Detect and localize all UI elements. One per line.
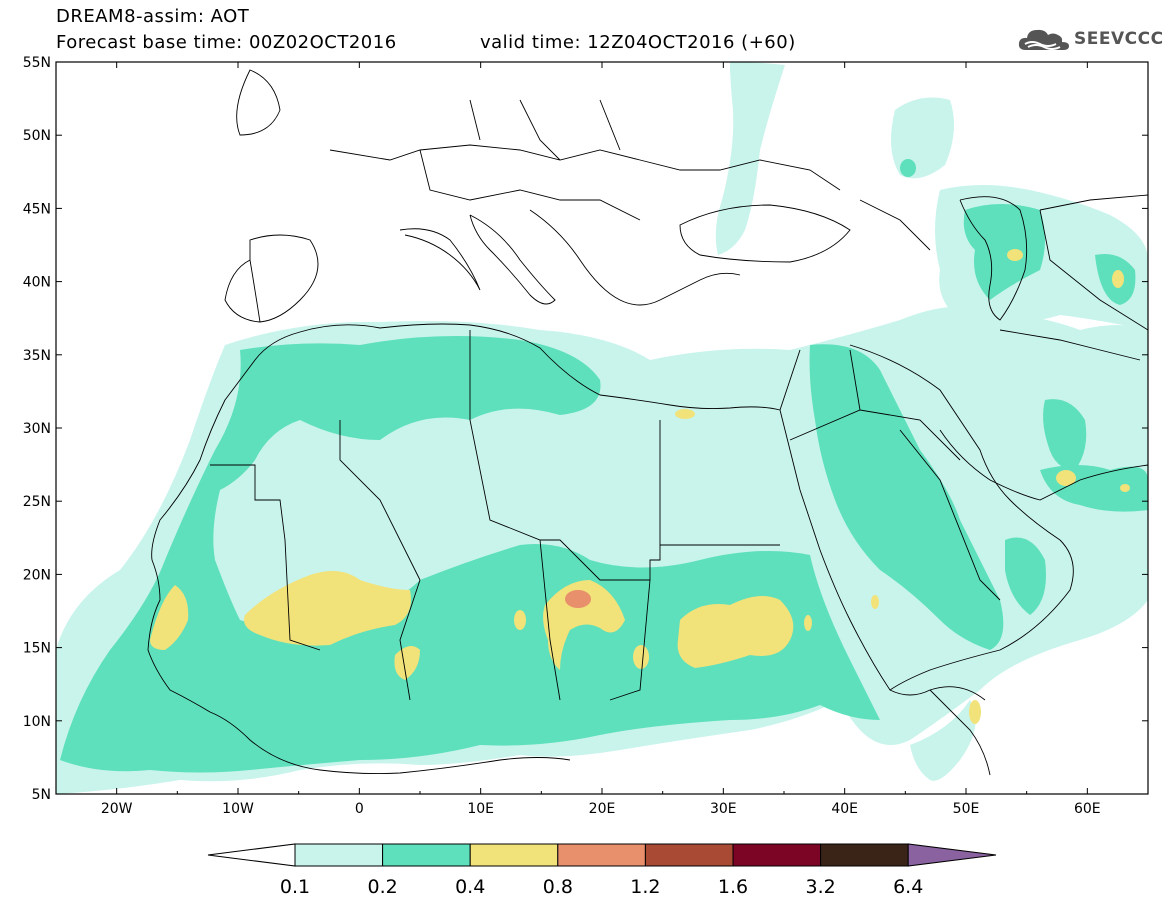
aot-area-0.2-arabia [809, 344, 1004, 650]
aot-fields [56, 62, 1148, 794]
aot-area-0.1-horn [910, 700, 976, 781]
lon-label: 50E [953, 801, 980, 817]
aot-area-0.4-darfur [633, 645, 649, 669]
lat-label: 10N [23, 714, 51, 730]
lat-label: 5N [32, 787, 51, 803]
lat-label: 25N [23, 494, 51, 510]
aot-area-0.4-chad [543, 580, 625, 670]
aot-area-0.4-eritrea [871, 595, 879, 609]
aot-area-0.2-gulf [1043, 399, 1087, 470]
colorbar-segment [732, 843, 822, 867]
lat-label: 55N [23, 55, 51, 71]
coast-black-sea [679, 204, 851, 263]
colorbar-label: 0.8 [543, 876, 573, 898]
lat-label: 35N [23, 348, 51, 364]
colorbar-label: 0.2 [367, 876, 397, 898]
colorbar-segment [644, 843, 734, 867]
lat-label: 45N [23, 201, 51, 217]
coast-caspian [959, 196, 1028, 321]
aot-area-0.1-plume [715, 62, 785, 255]
lon-label: 30E [710, 801, 737, 817]
aot-area-0.2-blob [900, 159, 916, 177]
aot-area-0.4-libya [675, 409, 695, 419]
coastlines-borders [147, 69, 1148, 776]
aot-area-0.4-redsea [804, 615, 812, 631]
aot-area-0.4-mali [394, 646, 420, 680]
coast-britain [236, 69, 281, 136]
aot-area-0.4-aral [1112, 270, 1124, 288]
lat-label: 20N [23, 567, 51, 583]
colorbar-legend: 0.1 0.2 0.4 0.8 1.2 1.6 3.2 6.4 [207, 843, 997, 898]
aot-area-0.4-mauritania [244, 571, 411, 646]
colorbar-segment [469, 843, 559, 867]
colorbar-segment [382, 843, 471, 867]
lon-label: 10E [467, 801, 494, 817]
aot-area-0.4-gulf [1056, 470, 1076, 486]
coast-horn-africa [929, 689, 991, 776]
map-title: DREAM8-assim: AOT [56, 6, 250, 27]
lon-label: 40E [831, 801, 858, 817]
colorbar-segment [294, 843, 384, 867]
coast-persian-gulf [939, 429, 1148, 501]
colorbar-label: 1.6 [718, 876, 748, 898]
logo-text: SEEVCCC [1074, 29, 1164, 49]
lon-label: 10W [222, 801, 254, 817]
latitude-axis: 55N 50N 45N 40N 35N 30N 25N 20N 15N 10N 5N [23, 55, 1148, 803]
lon-label: 0 [355, 801, 364, 817]
longitude-axis: 20W 10W 0 10E 20E 30E 40E 50E 60E [55, 62, 1149, 817]
aot-area-0.8-tibesti [565, 590, 591, 608]
cloud-icon [1018, 29, 1069, 50]
colorbar-label: 6.4 [893, 876, 923, 898]
colorbar-segment [557, 843, 646, 867]
seevccc-logo: SEEVCCC [1018, 26, 1164, 52]
forecast-base-time: Forecast base time: 00Z02OCT2016 [56, 32, 397, 53]
coast-europe-south [249, 228, 481, 323]
colorbar-over-triangle [907, 843, 997, 867]
lon-label: 20W [101, 801, 133, 817]
lat-label: 50N [23, 128, 51, 144]
coast-italy [469, 214, 556, 305]
lat-label: 15N [23, 641, 51, 657]
aot-area-0.4-senegal [150, 585, 189, 650]
aot-area-0.4-iran [1120, 484, 1130, 492]
aot-area-0.4-caspian [1007, 249, 1023, 261]
coast-west-africa [147, 331, 571, 775]
lat-label: 40N [23, 275, 51, 291]
colorbar-under-triangle [207, 843, 296, 867]
lat-label: 30N [23, 421, 51, 437]
coast-balkans-greece [529, 209, 741, 306]
aot-area-0.2-somalia [1005, 537, 1046, 615]
colorbar-label: 1.2 [630, 876, 660, 898]
coast-mediterranean-south [299, 323, 781, 411]
border-1 [210, 330, 1001, 701]
colorbar-label: 0.4 [455, 876, 485, 898]
colorbar-segment [820, 843, 909, 867]
lon-label: 20E [589, 801, 616, 817]
aot-area-0.4-sudan [677, 596, 794, 668]
lon-label: 60E [1074, 801, 1101, 817]
aot-area-0.1-caucasus [891, 97, 954, 179]
border-east [859, 194, 1148, 361]
valid-time: valid time: 12Z04OCT2016 (+60) [480, 32, 796, 53]
aot-area-0.2-sahara [60, 336, 880, 773]
aot-area-0.4-kordofan [514, 610, 526, 630]
colorbar-label: 3.2 [805, 876, 835, 898]
coast-iberia [224, 259, 261, 323]
coast-levant-red-sea [779, 349, 986, 701]
coast-arabia [849, 344, 1074, 691]
border-europe [329, 99, 841, 221]
aot-area-0.4-yemen [969, 700, 981, 724]
colorbar-label: 0.1 [280, 876, 310, 898]
